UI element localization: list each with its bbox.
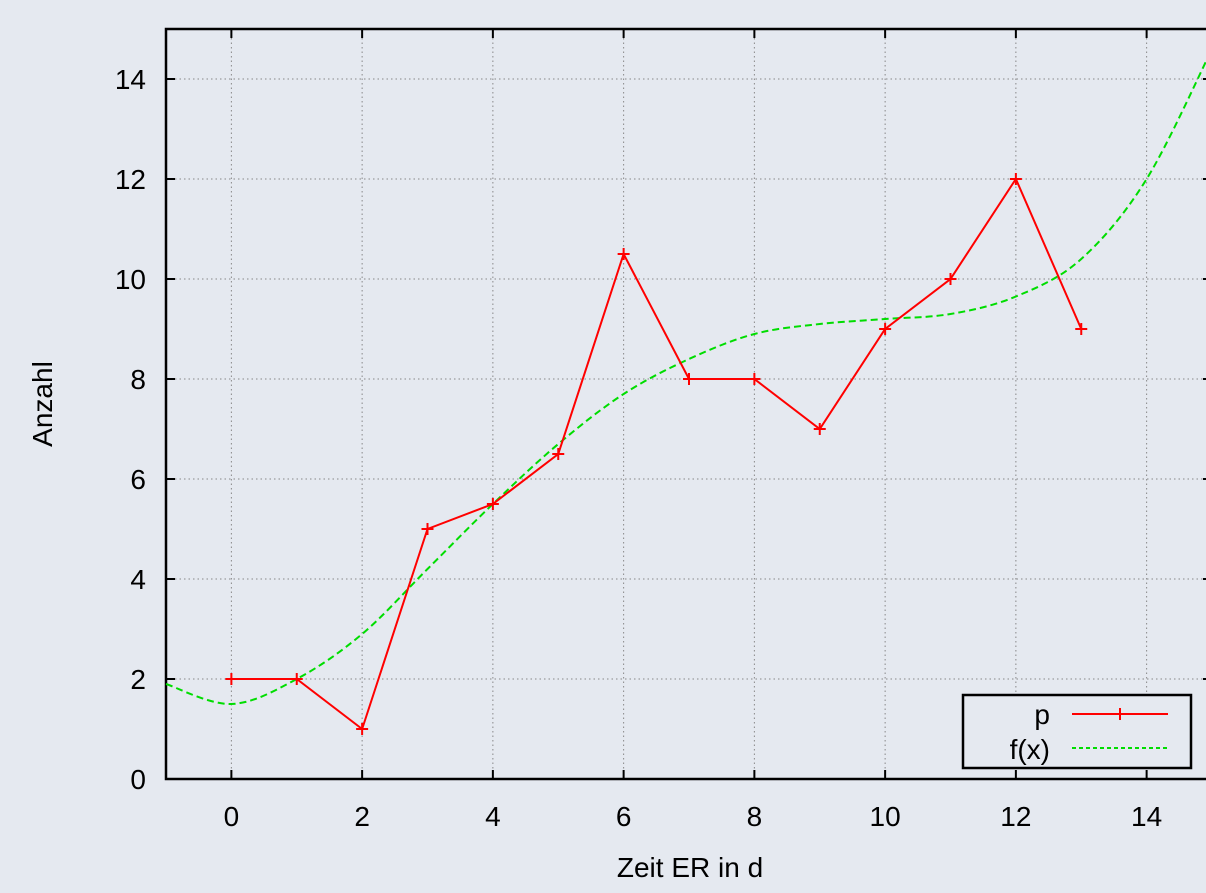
y-tick-label: 4	[130, 564, 146, 595]
x-tick-label: 10	[870, 801, 901, 832]
series-layer	[165, 59, 1206, 735]
y-tick-label: 8	[130, 364, 146, 395]
legend-label-fx: f(x)	[1010, 734, 1050, 765]
series-p-point	[944, 273, 957, 285]
grid	[166, 29, 1206, 779]
series-p-point	[290, 673, 303, 685]
x-tick-label: 0	[224, 801, 240, 832]
x-tick-label: 6	[616, 801, 632, 832]
y-tick-label: 14	[115, 64, 146, 95]
series-p-line	[231, 176, 1083, 731]
legend-marker-p	[1114, 708, 1126, 720]
y-tick-label: 0	[130, 764, 146, 795]
legend: p f(x)	[961, 693, 1193, 770]
series-p-point	[813, 423, 826, 435]
y-axis-label: Anzahl	[27, 361, 58, 447]
series-fx-line	[165, 59, 1206, 706]
series-p-point	[879, 323, 892, 335]
series-p-point	[421, 523, 434, 535]
series-p-point	[1075, 323, 1088, 335]
plot-frame	[164, 27, 1206, 781]
x-tick-label: 12	[1000, 801, 1031, 832]
axis-ticks: 0 2 4 6 8 10 12 14 0 2 4 6 8 10 12 14	[115, 29, 1206, 832]
y-tick-label: 6	[130, 464, 146, 495]
series-p-point	[683, 373, 695, 385]
series-p-point	[748, 373, 761, 385]
x-tick-label: 14	[1131, 801, 1162, 832]
series-p-point	[356, 723, 369, 735]
series-p-point	[617, 248, 630, 260]
series-p-point	[486, 498, 499, 510]
x-tick-label: 2	[354, 801, 370, 832]
y-tick-label: 10	[115, 264, 146, 295]
series-p-point	[1009, 173, 1022, 185]
x-tick-label: 8	[747, 801, 763, 832]
series-p-point	[225, 673, 238, 685]
y-tick-label: 12	[115, 164, 146, 195]
x-tick-label: 4	[485, 801, 501, 832]
legend-label-p: p	[1034, 699, 1050, 730]
y-tick-label: 2	[130, 664, 146, 695]
x-axis-label: Zeit ER in d	[617, 852, 763, 883]
series-p-point	[552, 448, 565, 460]
legend-box	[961, 693, 1193, 770]
